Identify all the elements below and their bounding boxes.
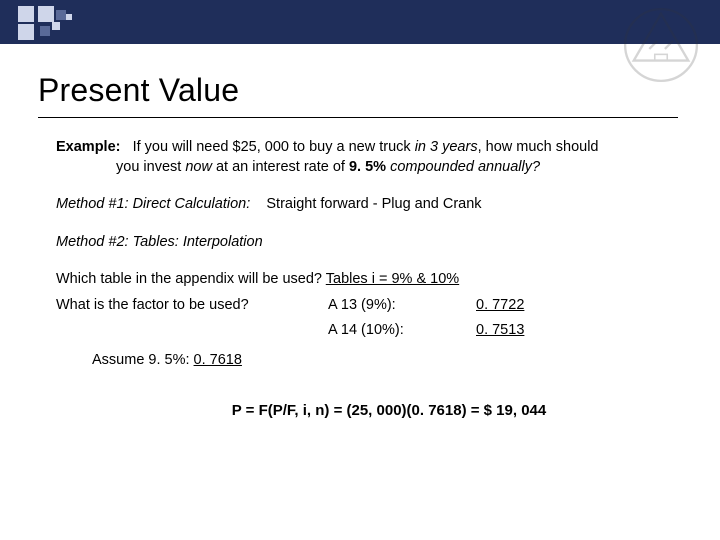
top-accent-bar [0, 0, 720, 44]
example-text: Example: If you will need $25, 000 to bu… [56, 138, 682, 177]
question-factor-row2: A 14 (10%): 0. 7513 [56, 321, 682, 341]
question-factor-row1: What is the factor to be used? A 13 (9%)… [56, 296, 682, 316]
result-formula: P = F(P/F, i, n) = (25, 000)(0. 7618) = … [96, 401, 682, 421]
method-1: Method #1: Direct Calculation: Straight … [56, 195, 682, 215]
slide-content: Present Value Example: If you will need … [38, 72, 682, 421]
question-which-table: Which table in the appendix will be used… [56, 270, 682, 290]
assume-line: Assume 9. 5%: 0. 7618 [92, 351, 682, 371]
method-2: Method #2: Tables: Interpolation [56, 233, 682, 253]
example-label: Example: [56, 139, 120, 155]
title-rule [38, 117, 678, 118]
slide-title: Present Value [38, 72, 682, 109]
